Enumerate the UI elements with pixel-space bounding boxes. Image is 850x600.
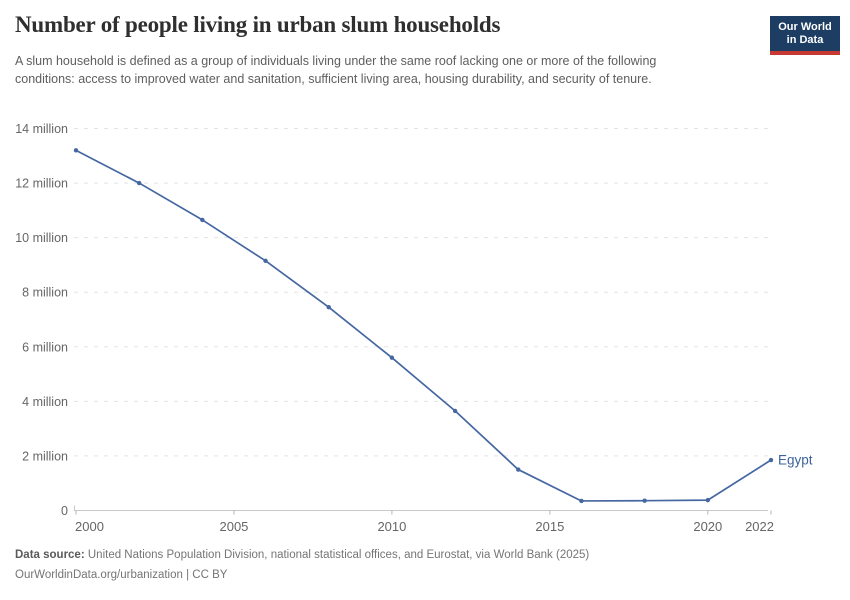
- owid-logo-line1: Our World: [778, 21, 832, 33]
- data-source-label: Data source:: [15, 549, 85, 561]
- data-point-marker[interactable]: [326, 305, 331, 310]
- page-title: Number of people living in urban slum ho…: [15, 12, 501, 37]
- data-line[interactable]: [75, 149, 772, 502]
- data-source-line: Data source: United Nations Population D…: [15, 545, 589, 565]
- y-axis-tick-label: 0: [61, 504, 68, 518]
- data-source-text: United Nations Population Division, nati…: [87, 549, 590, 561]
- data-point-marker[interactable]: [768, 457, 774, 463]
- data-point-marker[interactable]: [136, 180, 142, 186]
- y-axis-tick-label: 14 million: [15, 122, 68, 136]
- data-point-marker[interactable]: [389, 355, 395, 360]
- data-point-marker[interactable]: [516, 467, 521, 472]
- data-point-marker[interactable]: [579, 498, 584, 504]
- owid-logo-line2: in Data: [786, 33, 824, 46]
- data-point-marker[interactable]: [642, 498, 647, 503]
- y-axis-tick-label: 10 million: [15, 231, 68, 245]
- series-label[interactable]: Egypt: [778, 453, 813, 468]
- data-point-marker[interactable]: [705, 497, 711, 503]
- chart-footer: Data source: United Nations Population D…: [15, 545, 589, 585]
- y-axis-tick-label: 4 million: [22, 395, 68, 409]
- x-axis-tick-label: 2005: [219, 519, 248, 534]
- x-axis-tick-label: 2020: [693, 519, 722, 534]
- y-axis-tick-label: 8 million: [22, 286, 68, 300]
- y-axis-tick-label: 2 million: [22, 449, 68, 463]
- data-point-marker[interactable]: [200, 217, 205, 223]
- data-point-marker[interactable]: [73, 148, 79, 153]
- data-point-marker[interactable]: [263, 258, 268, 264]
- data-point-marker[interactable]: [452, 408, 458, 414]
- x-axis-tick-label: 2022: [745, 519, 774, 534]
- x-axis-tick-label: 2010: [377, 519, 406, 534]
- owid-logo[interactable]: Our World in Data: [770, 16, 840, 55]
- chart-subtitle: A slum household is defined as a group o…: [15, 54, 657, 86]
- x-axis-tick-label: 2015: [535, 519, 564, 534]
- x-axis-tick-label: 2000: [75, 519, 104, 534]
- y-axis-tick-label: 6 million: [22, 340, 68, 354]
- attribution-link[interactable]: OurWorldinData.org/urbanization | CC BY: [15, 569, 228, 581]
- y-axis-tick-label: 12 million: [15, 177, 68, 191]
